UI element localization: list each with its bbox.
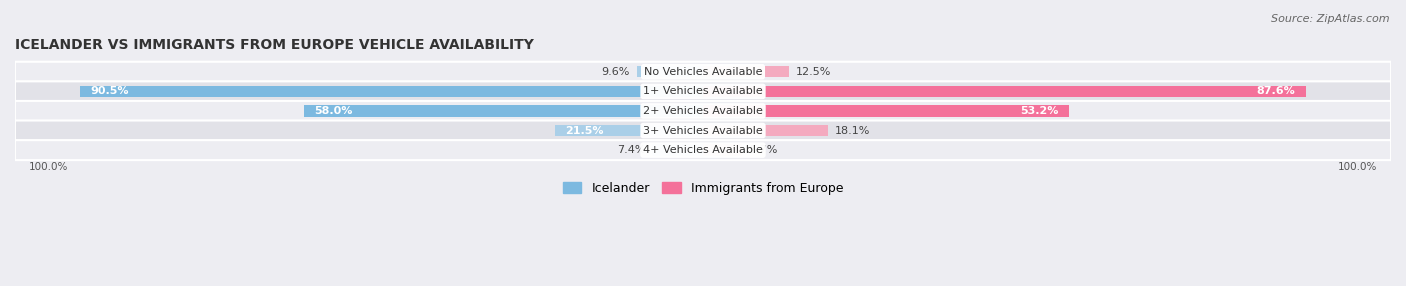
Bar (304, 105, 703, 117)
Bar (555, 125, 703, 136)
Bar (703, 66, 789, 78)
FancyBboxPatch shape (15, 62, 1391, 82)
FancyBboxPatch shape (15, 120, 1391, 140)
Bar (703, 144, 742, 156)
Text: 7.4%: 7.4% (617, 145, 645, 155)
Bar (703, 86, 1306, 97)
Bar (652, 144, 703, 156)
Text: 1+ Vehicles Available: 1+ Vehicles Available (643, 86, 763, 96)
Legend: Icelander, Immigrants from Europe: Icelander, Immigrants from Europe (558, 178, 848, 198)
Text: 12.5%: 12.5% (796, 67, 831, 77)
Text: 100.0%: 100.0% (28, 162, 67, 172)
Bar (703, 125, 828, 136)
Bar (703, 105, 1069, 117)
Text: 4+ Vehicles Available: 4+ Vehicles Available (643, 145, 763, 155)
Text: 5.7%: 5.7% (749, 145, 778, 155)
Text: Source: ZipAtlas.com: Source: ZipAtlas.com (1271, 14, 1389, 24)
Text: 21.5%: 21.5% (565, 126, 605, 136)
Text: 53.2%: 53.2% (1021, 106, 1059, 116)
Text: 18.1%: 18.1% (834, 126, 870, 136)
FancyBboxPatch shape (15, 101, 1391, 121)
FancyBboxPatch shape (15, 81, 1391, 101)
Text: 87.6%: 87.6% (1257, 86, 1295, 96)
Text: 90.5%: 90.5% (90, 86, 129, 96)
Text: ICELANDER VS IMMIGRANTS FROM EUROPE VEHICLE AVAILABILITY: ICELANDER VS IMMIGRANTS FROM EUROPE VEHI… (15, 38, 534, 52)
Text: 100.0%: 100.0% (1339, 162, 1378, 172)
FancyBboxPatch shape (15, 140, 1391, 160)
Text: 3+ Vehicles Available: 3+ Vehicles Available (643, 126, 763, 136)
Bar (637, 66, 703, 78)
Text: 9.6%: 9.6% (602, 67, 630, 77)
Text: 2+ Vehicles Available: 2+ Vehicles Available (643, 106, 763, 116)
Bar (80, 86, 703, 97)
Text: 58.0%: 58.0% (315, 106, 353, 116)
Text: No Vehicles Available: No Vehicles Available (644, 67, 762, 77)
